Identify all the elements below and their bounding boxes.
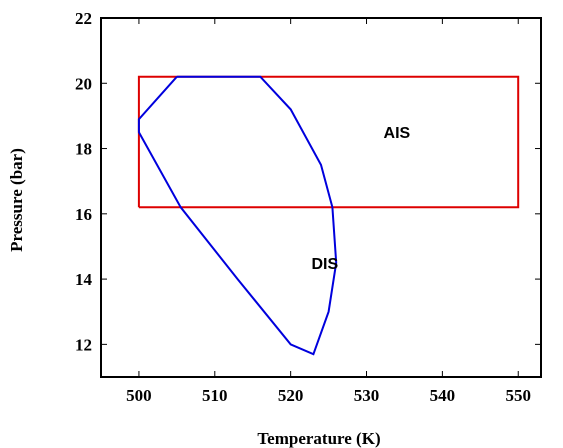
x-tick-label: 550 <box>505 386 531 405</box>
x-tick-label: 530 <box>354 386 380 405</box>
y-tick-label: 16 <box>75 205 92 224</box>
y-tick-label: 12 <box>75 335 92 354</box>
y-tick-label: 20 <box>75 74 92 93</box>
x-tick-label: 500 <box>126 386 152 405</box>
plot-frame <box>100 17 542 378</box>
y-axis-title: Pressure (bar) <box>7 148 26 252</box>
series-layer <box>137 75 520 356</box>
x-tick-label: 510 <box>202 386 228 405</box>
region-label-dis: DIS <box>311 256 338 273</box>
y-tick-label: 22 <box>75 9 92 28</box>
y-tick-label: 18 <box>75 140 92 159</box>
x-tick-label: 540 <box>430 386 456 405</box>
dis-region-outline <box>137 75 338 356</box>
y-tick-label: 14 <box>75 270 93 289</box>
x-tick-label: 520 <box>278 386 304 405</box>
region-label-ais: AIS <box>384 125 411 142</box>
x-axis-title: Temperature (K) <box>257 429 380 448</box>
ais-region-outline <box>137 75 520 209</box>
annotation-layer: AIS DIS <box>311 125 410 273</box>
tick-layer: 500 510 520 530 540 550 12 14 16 18 20 22 <box>75 9 541 405</box>
